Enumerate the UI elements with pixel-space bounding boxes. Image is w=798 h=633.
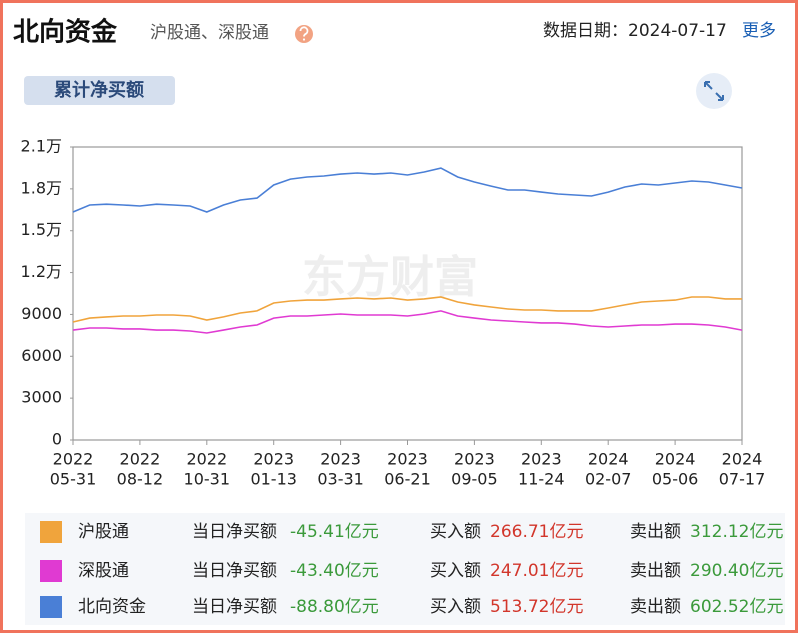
net-value: -88.80亿元 <box>290 597 379 617</box>
x-tick-label: 07-17 <box>719 470 766 489</box>
legend-label: 北向资金 <box>78 597 146 617</box>
sell-label: 卖出额 <box>630 597 681 617</box>
page-title: 北向资金 <box>13 17 118 48</box>
y-tick-label: 9000 <box>21 304 62 323</box>
legend-swatch <box>40 521 62 543</box>
buy-value: 513.72亿元 <box>490 597 583 617</box>
y-tick-label: 1.2万 <box>21 262 62 281</box>
more-link[interactable]: 更多 <box>742 21 776 41</box>
x-tick-label: 11-24 <box>518 470 565 489</box>
buy-value: 247.01亿元 <box>490 561 583 581</box>
help-icon[interactable] <box>295 25 313 43</box>
x-tick-label: 05-06 <box>652 470 699 489</box>
y-tick-label: 3000 <box>21 388 62 407</box>
sell-value: 312.12亿元 <box>690 522 783 542</box>
net-label: 当日净买额 <box>192 522 277 542</box>
series-line <box>72 310 743 334</box>
sell-value: 290.40亿元 <box>690 561 783 581</box>
x-tick-label: 2022 <box>120 450 161 469</box>
x-tick-label: 01-13 <box>250 470 297 489</box>
y-tick-label: 2.1万 <box>21 137 62 156</box>
y-tick-label: 0 <box>52 430 62 449</box>
net-value: -45.41亿元 <box>290 522 379 542</box>
x-tick-label: 2024 <box>588 450 629 469</box>
series-line <box>72 167 743 213</box>
expand-icon[interactable] <box>696 73 732 109</box>
x-tick-label: 03-31 <box>317 470 364 489</box>
x-tick-label: 08-12 <box>117 470 164 489</box>
x-tick-label: 2024 <box>655 450 696 469</box>
net-value: -43.40亿元 <box>290 561 379 581</box>
x-tick-label: 2022 <box>53 450 94 469</box>
legend-label: 沪股通 <box>78 522 129 542</box>
y-tick-label: 6000 <box>21 346 62 365</box>
tab-button[interactable] <box>24 76 175 105</box>
watermark: 东方财富 <box>302 252 478 303</box>
sell-value: 602.52亿元 <box>690 597 783 617</box>
date-label: 数据日期：2024-07-17 <box>543 21 727 41</box>
x-tick-label: 06-21 <box>384 470 431 489</box>
sell-label: 卖出额 <box>630 561 681 581</box>
x-tick-label: 2023 <box>387 450 428 469</box>
sell-label: 卖出额 <box>630 522 681 542</box>
net-label: 当日净买额 <box>192 597 277 617</box>
tab-label[interactable]: 累计净买额 <box>54 79 144 101</box>
buy-label: 买入额 <box>430 561 481 581</box>
series-line <box>72 296 742 323</box>
x-tick-label: 10-31 <box>184 470 231 489</box>
subtitle: 沪股通、深股通 <box>150 23 269 43</box>
legend-swatch <box>40 560 62 582</box>
x-tick-label: 2023 <box>521 450 562 469</box>
y-tick-label: 1.5万 <box>21 220 62 239</box>
net-label: 当日净买额 <box>192 561 277 581</box>
buy-label: 买入额 <box>430 597 481 617</box>
x-tick-label: 09-05 <box>451 470 498 489</box>
buy-label: 买入额 <box>430 522 481 542</box>
summary-panel <box>25 513 785 625</box>
x-tick-label: 05-31 <box>50 470 97 489</box>
x-tick-label: 2023 <box>253 450 294 469</box>
x-tick-label: 2022 <box>186 450 227 469</box>
legend-label: 深股通 <box>78 561 129 581</box>
y-tick-label: 1.8万 <box>21 178 62 197</box>
x-tick-label: 2024 <box>722 450 763 469</box>
legend-swatch <box>40 596 62 618</box>
x-tick-label: 02-07 <box>585 470 632 489</box>
x-tick-label: 2023 <box>320 450 361 469</box>
buy-value: 266.71亿元 <box>490 522 583 542</box>
x-tick-label: 2023 <box>454 450 495 469</box>
